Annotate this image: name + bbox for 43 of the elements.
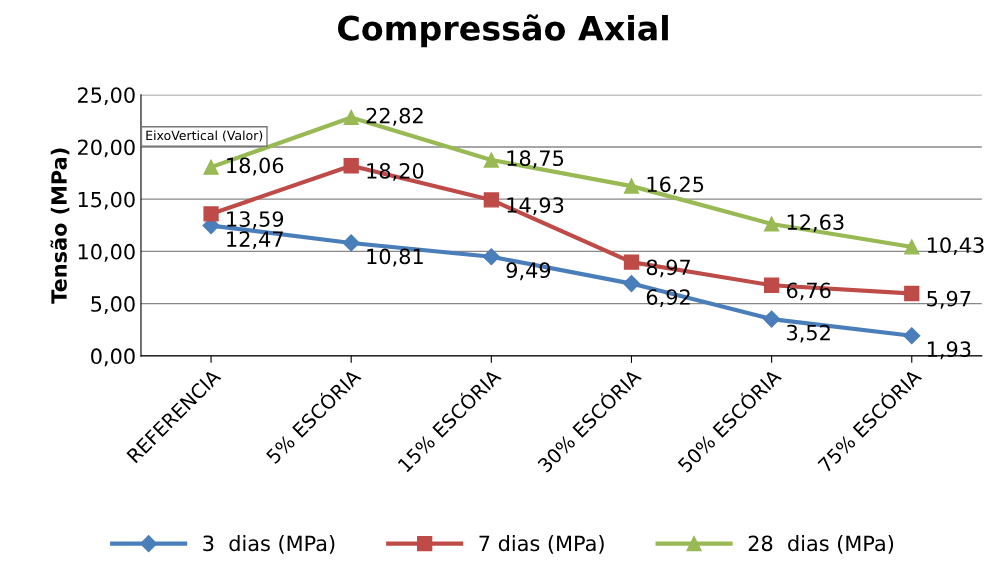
point [343, 158, 359, 174]
data-label: 22,82 [366, 107, 423, 126]
point [763, 216, 780, 232]
data-label: 10,81 [367, 248, 423, 267]
legend-label: 28 dias (MPa) [748, 535, 894, 554]
point [623, 178, 640, 194]
y-tick-label: 10,00 [78, 243, 135, 262]
data-label: 3,52 [787, 324, 830, 343]
y-tick-label: 5,00 [91, 296, 135, 314]
y-tick-label: 0,00 [91, 348, 135, 367]
annotation: EixoVertical (Valor) [146, 130, 263, 142]
point [203, 206, 219, 222]
y-tick-label: 20,00 [78, 139, 135, 158]
point [342, 234, 360, 252]
point [622, 275, 641, 293]
point [343, 109, 359, 126]
point [763, 310, 781, 328]
data-label: 16,25 [647, 176, 704, 195]
data-label: 5,97 [927, 290, 971, 309]
point [203, 159, 219, 175]
data-label: 12,47 [227, 231, 283, 250]
point [904, 285, 920, 302]
point [763, 277, 780, 293]
data-label: 12,63 [787, 214, 844, 233]
data-label: 18,75 [507, 150, 564, 169]
point [483, 152, 499, 168]
data-label: 14,93 [507, 197, 564, 216]
legend-label: 7 dias (MPa) [479, 535, 604, 554]
point [904, 239, 920, 255]
chart-title: Compressão Axial [338, 14, 668, 48]
point [623, 254, 640, 270]
data-label: 6,92 [646, 289, 690, 308]
data-label: 10,43 [927, 237, 984, 256]
point [482, 248, 500, 266]
legend-label: 3 dias (MPa) [203, 535, 335, 554]
data-label: 18,06 [227, 157, 284, 176]
point [483, 192, 499, 208]
y-axis-title: Tensão (MPa) [50, 148, 70, 304]
point [903, 327, 921, 345]
data-label: 13,59 [227, 211, 284, 230]
y-tick-label: 25,00 [78, 87, 135, 106]
y-tick-label: 15,00 [78, 191, 135, 210]
data-label: 9,49 [506, 262, 551, 281]
